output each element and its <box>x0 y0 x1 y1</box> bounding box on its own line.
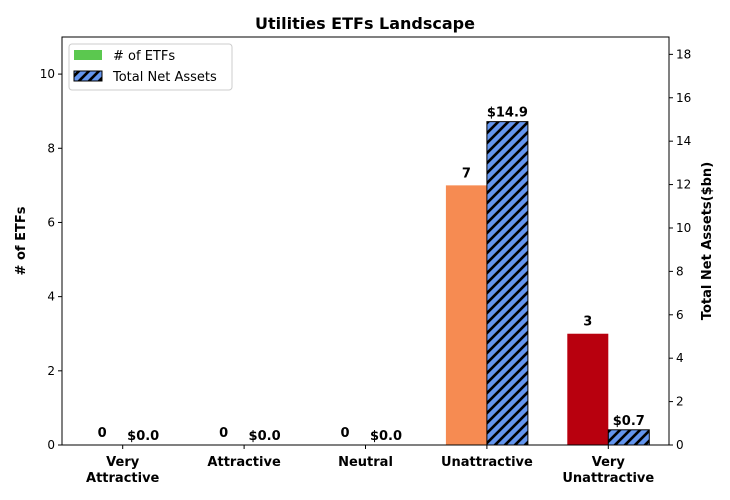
legend-label-etfs: # of ETFs <box>113 49 175 64</box>
legend: # of ETFs Total Net Assets <box>68 43 233 91</box>
bar-etfs <box>567 333 609 445</box>
bar-label-assets: $14.9 <box>487 106 528 121</box>
y2-axis-label: Total Net Assets($bn) <box>700 162 715 320</box>
y-tick-label: 10 <box>40 67 55 81</box>
y-tick-label: 2 <box>47 364 55 378</box>
x-tick-label: Attractive <box>207 455 281 470</box>
y2-tick-label: 18 <box>676 47 691 61</box>
bar-assets <box>486 121 529 446</box>
x-tick-label: Very Unattractive <box>562 455 654 486</box>
y-axis-label: # of ETFs <box>14 206 29 275</box>
bar-assets <box>607 429 650 446</box>
y2-tick-label: 4 <box>676 351 684 365</box>
bar-label-assets: $0.0 <box>127 429 159 444</box>
legend-swatch-etfs <box>74 50 102 60</box>
y-tick-label: 4 <box>47 290 55 304</box>
bar-label-assets: $0.0 <box>370 429 402 444</box>
y2-tick-label: 14 <box>676 134 691 148</box>
chart-title: Utilities ETFs Landscape <box>255 14 475 33</box>
bar-etfs <box>445 185 487 445</box>
plot-frame <box>61 36 670 446</box>
x-tick-label: Unattractive <box>441 455 533 470</box>
bar-label-etfs: 0 <box>98 426 107 441</box>
y2-tick-label: 12 <box>676 178 691 192</box>
bar-label-etfs: 7 <box>462 166 471 181</box>
x-tick-label: Very Attractive <box>86 455 160 486</box>
y-tick-label: 0 <box>47 438 55 452</box>
y2-tick-label: 10 <box>676 221 691 235</box>
bar-label-assets: $0.0 <box>249 429 281 444</box>
bar-label-etfs: 3 <box>583 315 592 330</box>
y-tick-label: 8 <box>47 141 55 155</box>
bar-label-etfs: 0 <box>340 426 349 441</box>
y2-tick-label: 6 <box>676 308 684 322</box>
y2-tick-label: 16 <box>676 91 691 105</box>
bar-label-assets: $0.7 <box>613 414 645 429</box>
legend-box <box>68 43 233 91</box>
y2-tick-label: 0 <box>676 438 684 452</box>
bar-label-etfs: 0 <box>219 426 228 441</box>
legend-swatch-assets <box>73 70 103 82</box>
plot-area: 0 2 4 6 8 10 0 2 4 6 8 10 12 14 16 18 Very Attractive 0 $0.… <box>40 47 692 486</box>
y2-tick-label: 2 <box>676 395 684 409</box>
y2-tick-label: 8 <box>676 264 684 278</box>
legend-label-assets: Total Net Assets <box>112 70 217 85</box>
x-tick-label: Neutral <box>338 455 393 470</box>
y-tick-label: 6 <box>47 215 55 229</box>
